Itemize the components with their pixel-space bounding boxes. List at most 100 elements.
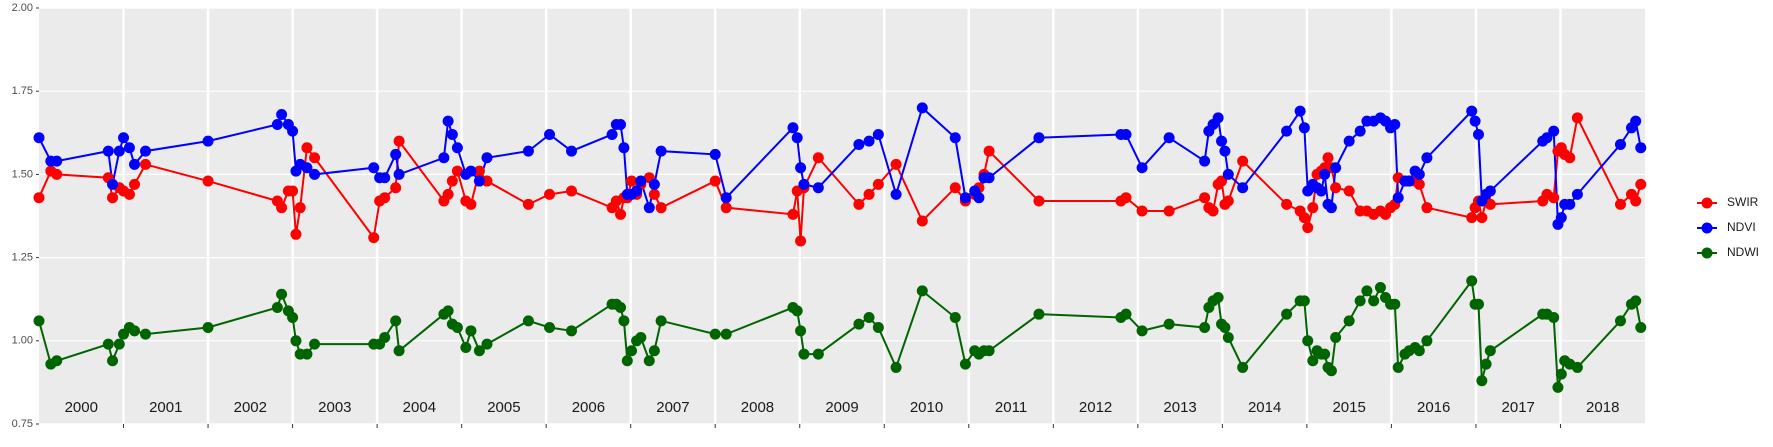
data-point xyxy=(720,328,732,340)
data-point xyxy=(1219,145,1231,157)
x-tick-label: 2014 xyxy=(1248,399,1281,416)
data-point xyxy=(853,198,865,210)
data-point xyxy=(863,188,875,200)
data-point xyxy=(129,178,141,190)
data-point xyxy=(635,175,647,187)
data-point xyxy=(1281,308,1293,320)
data-point xyxy=(390,148,402,160)
data-point xyxy=(390,315,402,327)
data-point xyxy=(1212,112,1224,124)
data-point xyxy=(853,138,865,150)
data-point xyxy=(1302,222,1314,234)
data-point xyxy=(615,302,627,314)
data-point xyxy=(1281,125,1293,137)
data-point xyxy=(1330,331,1342,343)
data-point xyxy=(872,128,884,140)
data-point xyxy=(1315,185,1327,197)
data-point xyxy=(1555,368,1567,380)
data-point xyxy=(129,158,141,170)
data-point xyxy=(522,315,534,327)
data-point xyxy=(1635,321,1647,333)
data-point xyxy=(544,321,556,333)
data-point xyxy=(1472,128,1484,140)
x-tick-label: 2011 xyxy=(995,399,1027,416)
data-point xyxy=(1571,112,1583,124)
data-point xyxy=(1219,321,1231,333)
data-point xyxy=(787,122,799,134)
data-point xyxy=(655,145,667,157)
data-point xyxy=(465,325,477,337)
data-point xyxy=(1630,295,1642,307)
data-point xyxy=(102,145,114,157)
data-point xyxy=(615,208,627,220)
data-point xyxy=(1614,198,1626,210)
data-point xyxy=(1548,312,1560,324)
data-point xyxy=(1163,318,1175,330)
data-point xyxy=(720,202,732,214)
data-point xyxy=(872,178,884,190)
data-point xyxy=(1120,308,1132,320)
data-point xyxy=(1466,275,1478,287)
data-point xyxy=(33,132,45,144)
data-point xyxy=(1325,365,1337,377)
data-point xyxy=(287,312,299,324)
data-point xyxy=(544,188,556,200)
data-point xyxy=(949,182,961,194)
data-point xyxy=(522,198,534,210)
data-point xyxy=(812,182,824,194)
data-point xyxy=(393,168,405,180)
data-point xyxy=(1216,175,1228,187)
data-point xyxy=(202,135,214,147)
data-point xyxy=(290,335,302,347)
data-point xyxy=(1222,195,1234,207)
data-point xyxy=(795,325,807,337)
data-point xyxy=(1319,348,1331,360)
data-point xyxy=(635,331,647,343)
x-tick-label: 2009 xyxy=(825,399,858,416)
data-point xyxy=(1298,212,1310,224)
data-point xyxy=(1484,198,1496,210)
data-point xyxy=(890,361,902,373)
data-point xyxy=(368,232,380,244)
data-point xyxy=(129,325,141,337)
data-point xyxy=(709,148,721,160)
data-point xyxy=(626,175,638,187)
data-point xyxy=(618,315,630,327)
data-point xyxy=(983,172,995,184)
data-point xyxy=(202,321,214,333)
data-point xyxy=(276,108,288,120)
data-point xyxy=(1199,155,1211,167)
data-point xyxy=(393,345,405,357)
data-point xyxy=(795,235,807,247)
data-point xyxy=(113,338,125,350)
data-point xyxy=(1298,122,1310,134)
data-point xyxy=(1392,361,1404,373)
x-tick-label: 2002 xyxy=(234,399,267,416)
data-point xyxy=(442,305,454,317)
data-point xyxy=(863,312,875,324)
data-point xyxy=(1476,375,1488,387)
data-point xyxy=(287,125,299,137)
data-point xyxy=(276,288,288,300)
data-point xyxy=(481,338,493,350)
data-point xyxy=(1120,192,1132,204)
data-point xyxy=(1630,195,1642,207)
data-point xyxy=(118,132,130,144)
data-point xyxy=(916,215,928,227)
data-point xyxy=(787,208,799,220)
data-point xyxy=(709,175,721,187)
data-point xyxy=(1330,162,1342,174)
data-point xyxy=(1571,188,1583,200)
data-point xyxy=(1368,295,1380,307)
x-tick-label: 2016 xyxy=(1417,399,1450,416)
data-point xyxy=(123,188,135,200)
data-point xyxy=(1413,168,1425,180)
data-point xyxy=(379,172,391,184)
data-point xyxy=(301,162,313,174)
data-point xyxy=(1571,361,1583,373)
y-tick-label: 1.75 xyxy=(12,85,33,97)
x-tick-label: 2012 xyxy=(1079,399,1112,416)
data-point xyxy=(872,321,884,333)
panel xyxy=(39,8,1645,424)
